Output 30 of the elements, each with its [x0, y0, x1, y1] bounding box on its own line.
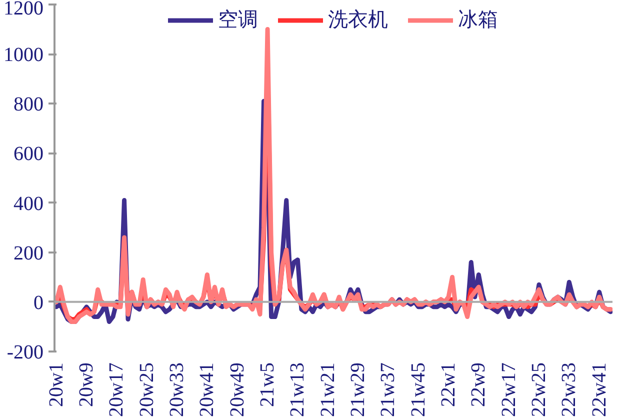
y-tick-label: 800	[14, 94, 44, 116]
legend-label: 冰箱	[458, 8, 498, 33]
x-tick-label: 20w41	[196, 362, 218, 417]
x-tick-label: 22w9	[468, 362, 490, 407]
x-tick-label: 22w41	[588, 362, 610, 417]
y-tick-label: 1200	[4, 0, 44, 20]
x-tick-label: 21w13	[286, 362, 309, 417]
x-tick-label: 21w5	[256, 362, 279, 407]
x-tick-label: 21w29	[347, 362, 370, 417]
y-tick-label: 600	[14, 143, 44, 166]
x-tick-label: 20w1	[45, 362, 68, 407]
x-tick-label: 22w25	[528, 362, 550, 417]
y-tick-label: 400	[14, 192, 44, 215]
x-tick-label: 22w1	[437, 362, 460, 407]
y-tick-label: -200	[6, 342, 44, 364]
legend-label: 空调	[218, 8, 258, 33]
x-tick-label: 20w9	[76, 362, 98, 407]
x-tick-label: 21w45	[407, 362, 430, 417]
x-tick-label: 20w33	[166, 362, 188, 417]
y-tick-label: 0	[34, 292, 44, 314]
legend-label: 洗衣机	[328, 8, 388, 33]
x-tick-label: 20w17	[106, 362, 128, 417]
x-tick-label: 22w17	[498, 362, 520, 417]
x-tick-label: 21w21	[316, 362, 339, 417]
x-tick-label: 20w25	[136, 362, 158, 417]
x-tick-label: 22w33	[558, 362, 580, 417]
y-tick-label: 200	[14, 242, 44, 264]
x-tick-label: 21w37	[377, 362, 400, 417]
y-tick-label: 1000	[4, 44, 44, 66]
x-tick-label: 20w49	[226, 362, 248, 417]
